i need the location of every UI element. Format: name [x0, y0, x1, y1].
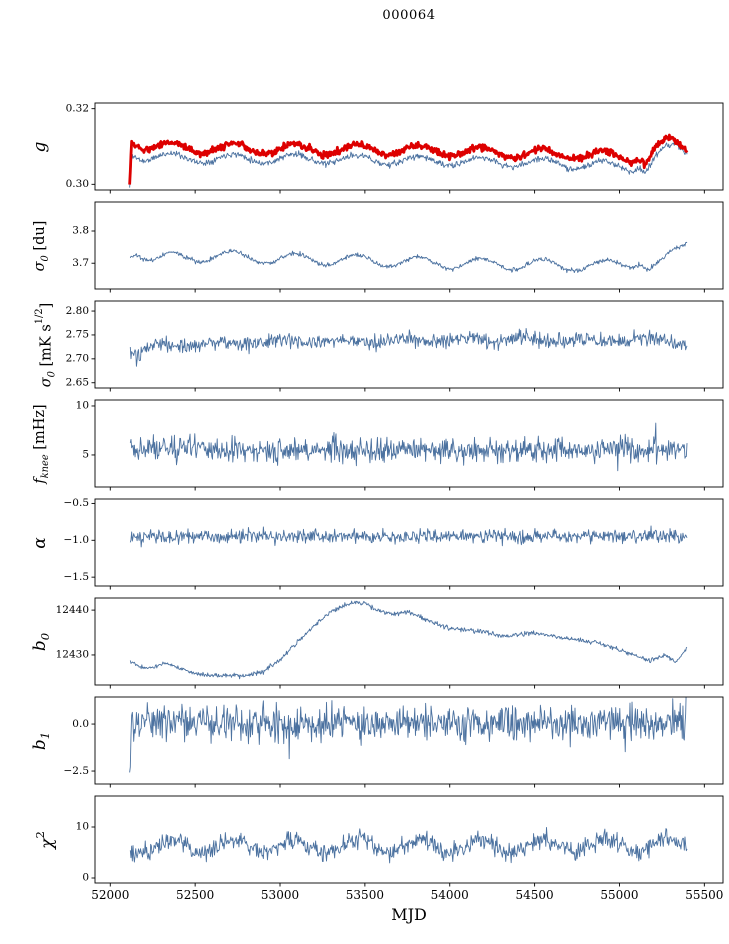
ylabel-chi2: χ2 [33, 831, 58, 849]
figure-title: 000064 [382, 8, 436, 23]
